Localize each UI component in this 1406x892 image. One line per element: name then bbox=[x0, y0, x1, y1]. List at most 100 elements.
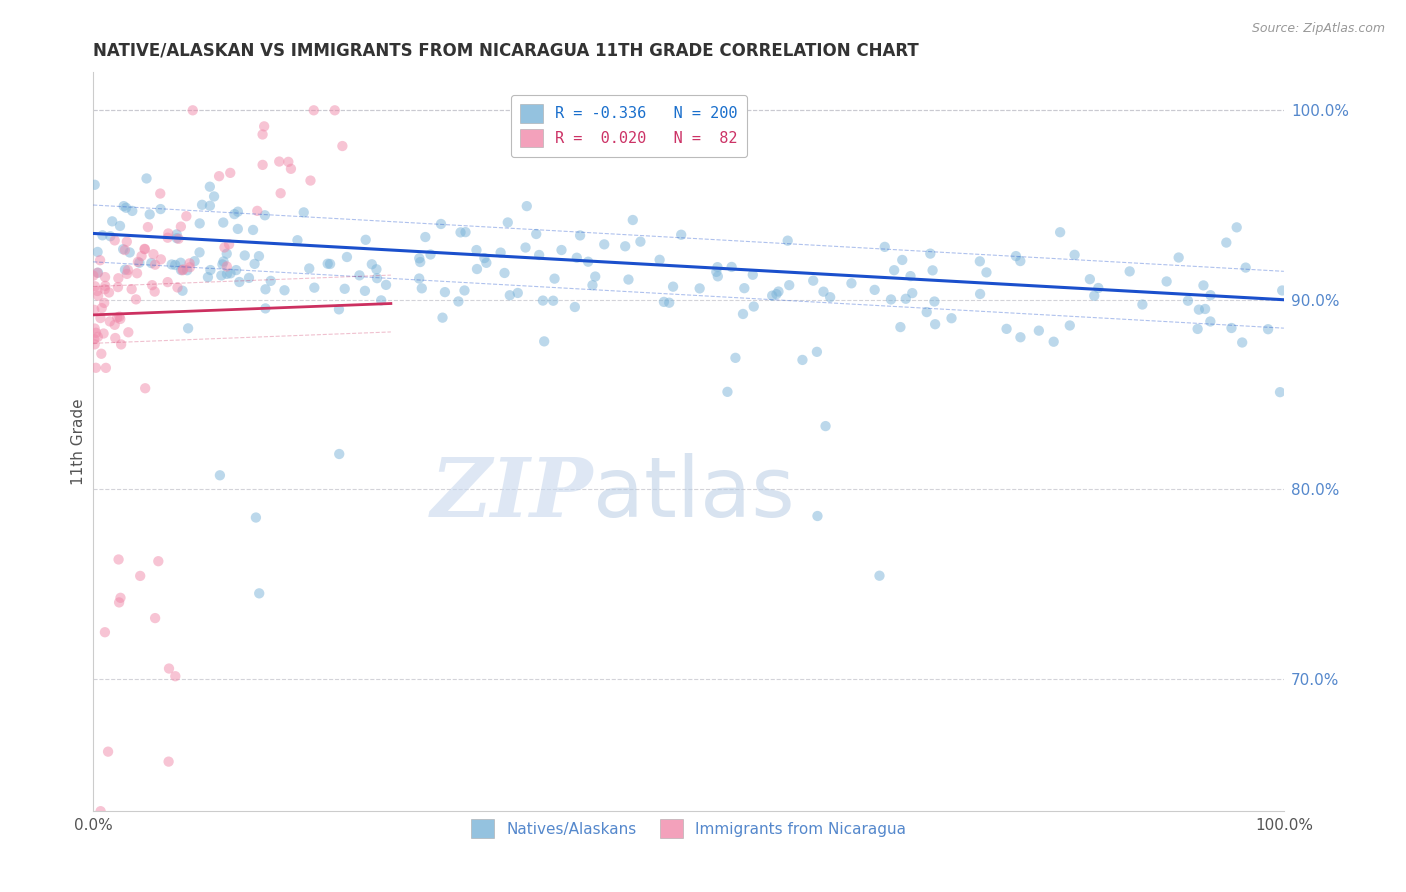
Point bbox=[801, 274, 824, 288]
Point bbox=[243, 257, 266, 271]
Point bbox=[1268, 385, 1291, 400]
Point bbox=[87, 289, 110, 303]
Point bbox=[172, 263, 194, 277]
Point bbox=[489, 245, 512, 260]
Point bbox=[465, 262, 488, 277]
Point bbox=[319, 257, 342, 271]
Point bbox=[94, 625, 117, 640]
Point bbox=[94, 360, 117, 375]
Point bbox=[91, 228, 114, 243]
Point bbox=[179, 260, 201, 275]
Point bbox=[716, 384, 738, 399]
Point bbox=[883, 263, 905, 277]
Point bbox=[375, 277, 398, 292]
Point bbox=[408, 252, 430, 266]
Point bbox=[328, 302, 350, 317]
Point bbox=[349, 268, 371, 283]
Point bbox=[1063, 248, 1085, 262]
Point bbox=[86, 284, 108, 298]
Point bbox=[432, 310, 454, 325]
Point bbox=[110, 337, 132, 351]
Point bbox=[1257, 322, 1279, 336]
Point bbox=[409, 255, 432, 269]
Point bbox=[706, 260, 728, 274]
Point bbox=[134, 242, 156, 256]
Point bbox=[218, 237, 240, 252]
Point bbox=[1083, 289, 1105, 303]
Point bbox=[112, 199, 135, 213]
Point bbox=[125, 266, 148, 280]
Point bbox=[93, 296, 115, 310]
Point bbox=[527, 248, 550, 262]
Point bbox=[360, 257, 382, 271]
Point bbox=[188, 245, 211, 260]
Point bbox=[889, 320, 911, 334]
Point bbox=[1010, 254, 1032, 268]
Point bbox=[165, 669, 187, 683]
Point bbox=[143, 258, 166, 272]
Point bbox=[408, 271, 430, 285]
Point bbox=[415, 230, 437, 244]
Text: atlas: atlas bbox=[593, 453, 794, 534]
Point bbox=[149, 186, 172, 201]
Point bbox=[731, 307, 754, 321]
Point bbox=[149, 202, 172, 216]
Point bbox=[1187, 322, 1209, 336]
Point bbox=[87, 330, 110, 344]
Point bbox=[304, 280, 326, 294]
Point bbox=[135, 171, 157, 186]
Point bbox=[873, 240, 896, 254]
Point bbox=[419, 247, 441, 261]
Point bbox=[1199, 288, 1222, 302]
Point bbox=[576, 254, 599, 268]
Point bbox=[94, 270, 117, 285]
Point bbox=[94, 282, 117, 296]
Point bbox=[506, 285, 529, 300]
Point bbox=[430, 217, 453, 231]
Point bbox=[121, 282, 143, 296]
Point bbox=[333, 282, 356, 296]
Point bbox=[172, 262, 194, 277]
Point bbox=[454, 225, 477, 239]
Point bbox=[720, 260, 742, 274]
Point bbox=[121, 203, 143, 218]
Point bbox=[107, 280, 129, 294]
Point bbox=[900, 269, 922, 284]
Point bbox=[188, 216, 211, 230]
Point bbox=[550, 243, 572, 257]
Point bbox=[652, 294, 675, 309]
Point bbox=[108, 595, 131, 609]
Point bbox=[924, 294, 946, 309]
Point bbox=[181, 103, 204, 118]
Point bbox=[496, 215, 519, 229]
Text: NATIVE/ALASKAN VS IMMIGRANTS FROM NICARAGUA 11TH GRADE CORRELATION CHART: NATIVE/ALASKAN VS IMMIGRANTS FROM NICARA… bbox=[93, 42, 920, 60]
Point bbox=[143, 611, 166, 625]
Point bbox=[1188, 302, 1211, 317]
Point bbox=[191, 198, 214, 212]
Point bbox=[617, 272, 640, 286]
Point bbox=[531, 293, 554, 308]
Legend: Natives/Alaskans, Immigrants from Nicaragua: Natives/Alaskans, Immigrants from Nicara… bbox=[465, 814, 912, 844]
Point bbox=[172, 284, 194, 298]
Point bbox=[1167, 251, 1189, 265]
Point bbox=[901, 286, 924, 301]
Point bbox=[117, 263, 139, 277]
Point bbox=[226, 204, 249, 219]
Point bbox=[97, 745, 120, 759]
Point bbox=[208, 468, 231, 483]
Point bbox=[118, 245, 141, 260]
Point bbox=[225, 263, 247, 277]
Point bbox=[110, 312, 132, 326]
Point bbox=[166, 231, 188, 245]
Point bbox=[1042, 334, 1064, 349]
Point bbox=[208, 169, 231, 184]
Point bbox=[127, 255, 149, 269]
Point bbox=[176, 263, 198, 277]
Point bbox=[411, 281, 433, 295]
Point bbox=[1049, 225, 1071, 239]
Point bbox=[475, 256, 498, 270]
Point bbox=[198, 199, 221, 213]
Point bbox=[89, 311, 111, 326]
Point bbox=[299, 173, 322, 187]
Point bbox=[1215, 235, 1237, 250]
